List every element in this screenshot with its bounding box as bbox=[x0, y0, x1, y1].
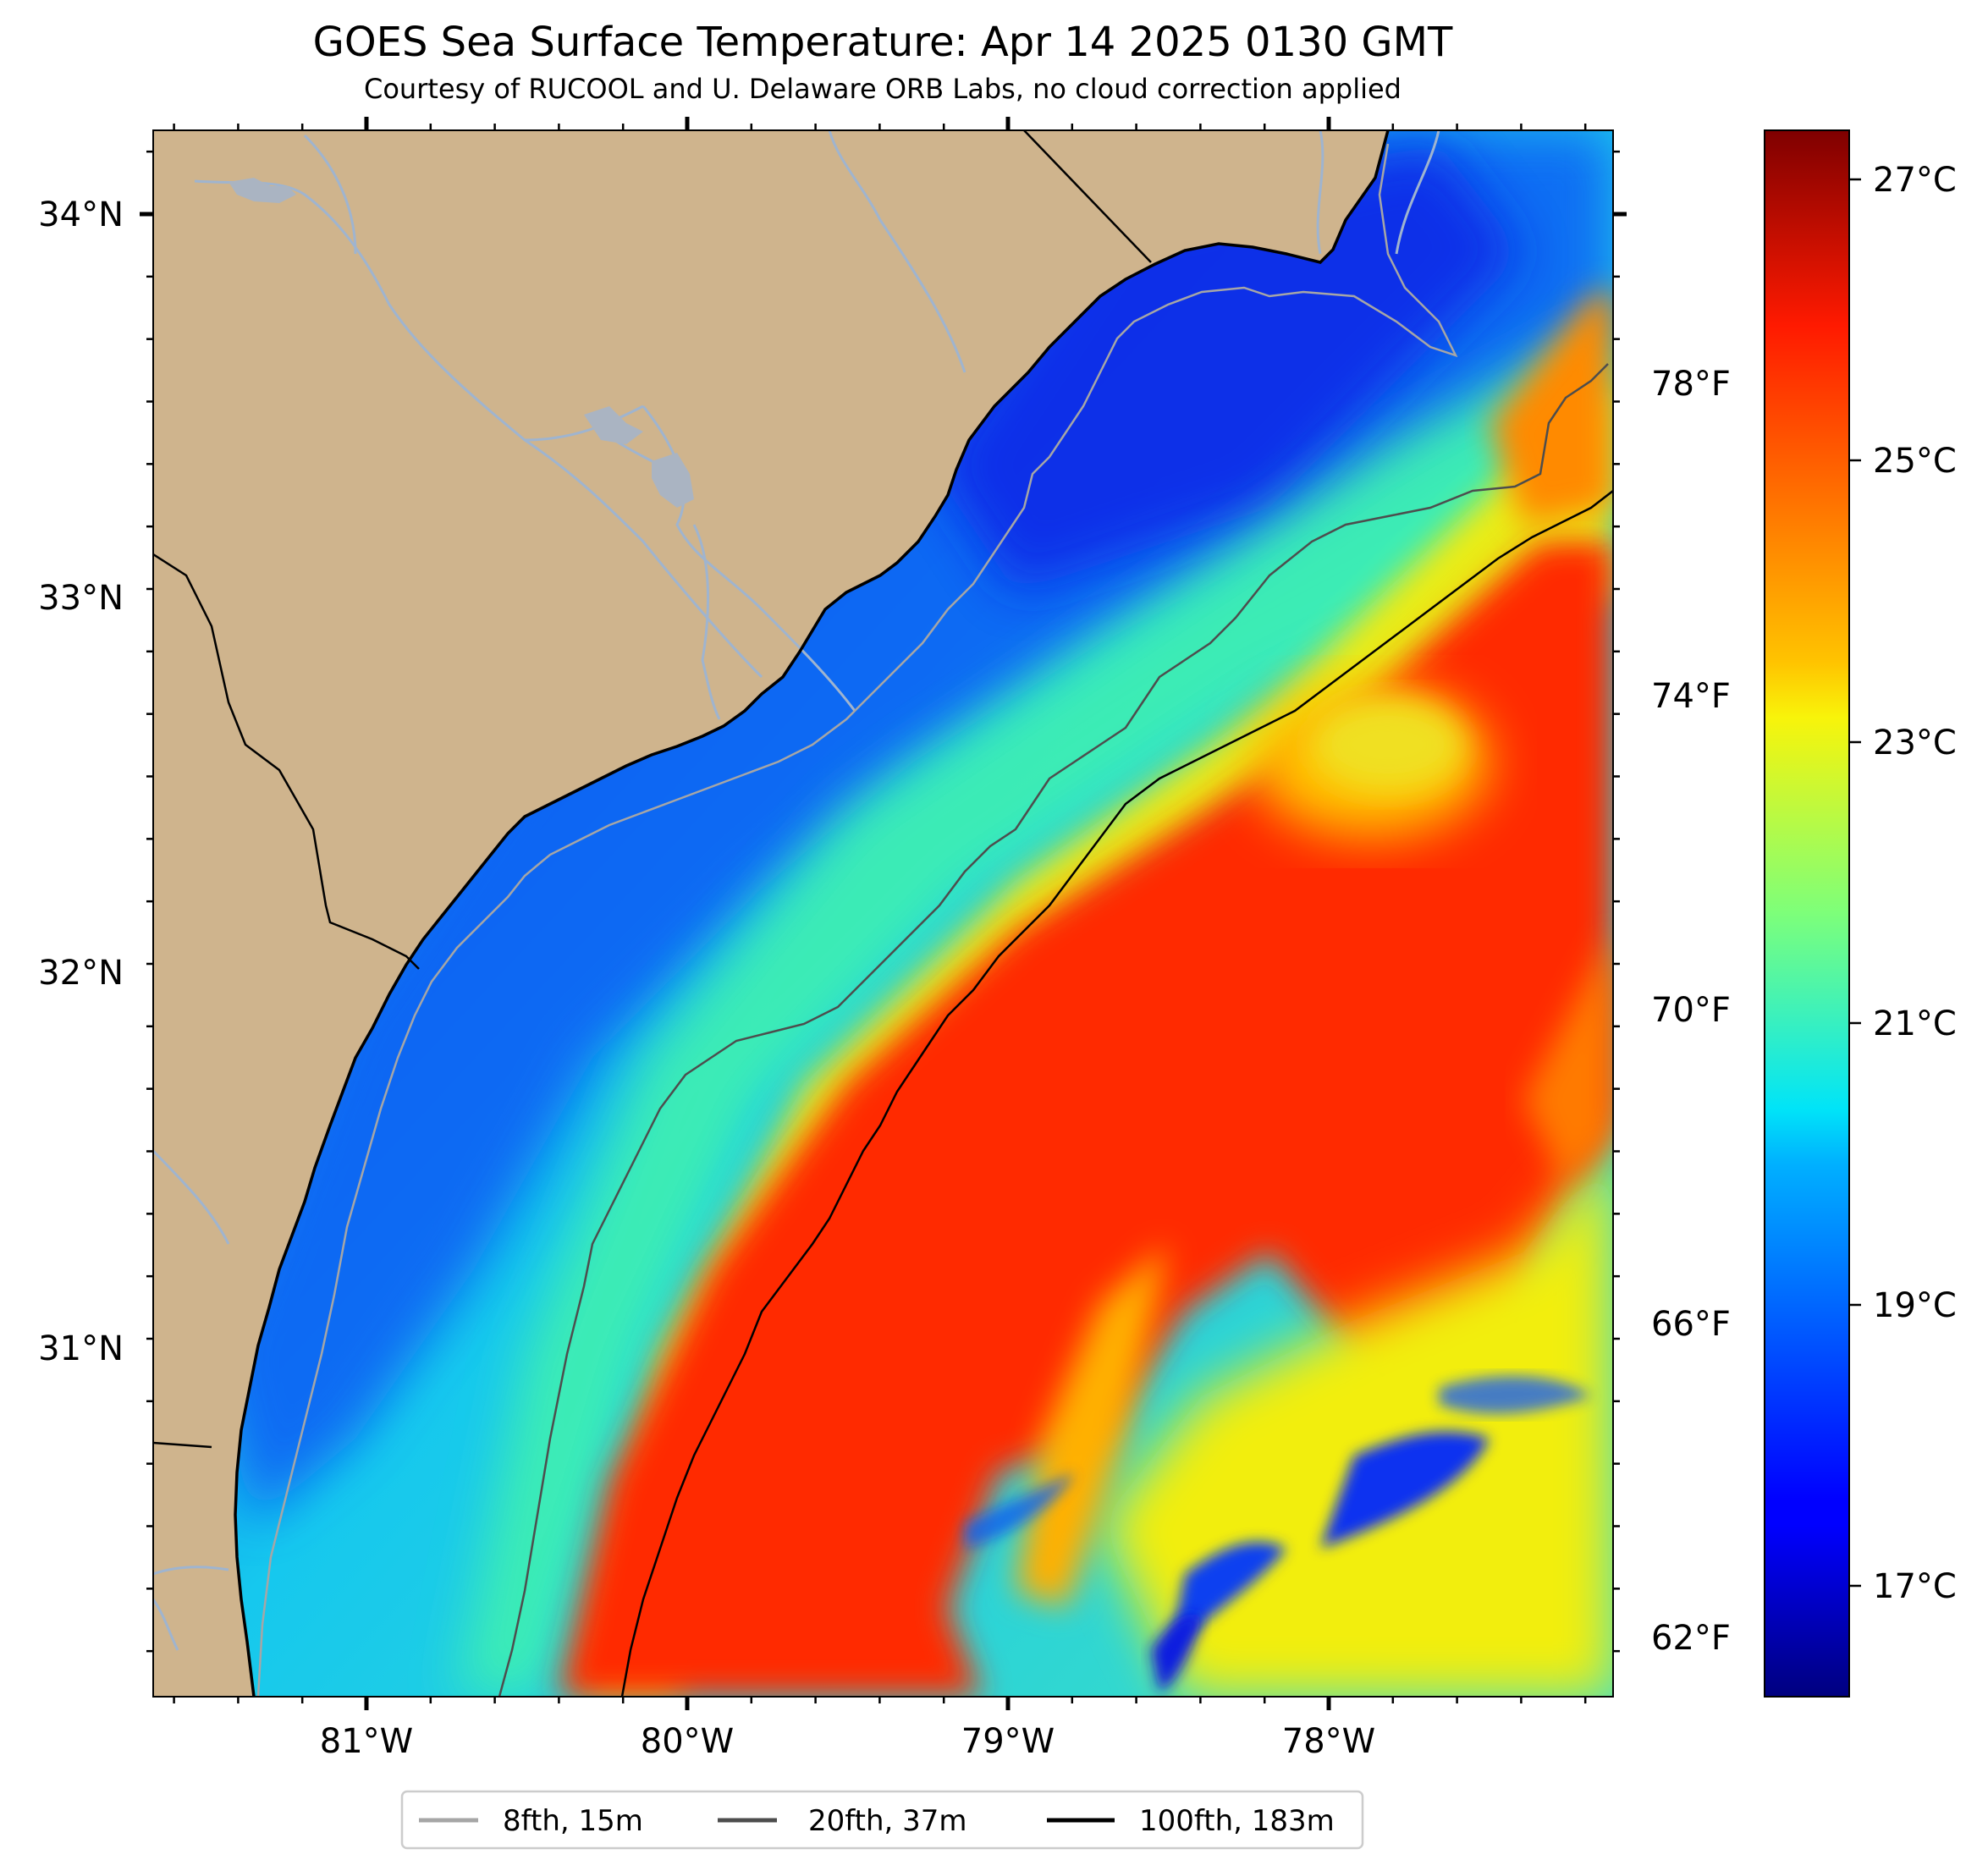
colorbar-gradient bbox=[1764, 129, 1850, 1698]
legend-box bbox=[400, 1790, 1364, 1850]
map-panel[interactable] bbox=[153, 130, 1613, 1697]
figure-subtitle: Courtesy of RUCOOL and U. Delaware ORB L… bbox=[364, 73, 1402, 105]
legend-label-100fth: 100fth, 183m bbox=[1139, 1804, 1335, 1838]
lon-label-78w: 78°W bbox=[1282, 1722, 1375, 1761]
celsius-labels: 27°C 25°C 23°C 21°C 19°C 17°C bbox=[1873, 161, 1957, 1606]
coastline bbox=[234, 130, 1390, 1697]
colorbar: 27°C 25°C 23°C 21°C 19°C 17°C bbox=[1764, 129, 1957, 1698]
celsius-label-21: 21°C bbox=[1873, 1004, 1957, 1043]
longitude-labels: 81°W 80°W 79°W 78°W bbox=[320, 1722, 1375, 1761]
celsius-label-25: 25°C bbox=[1873, 442, 1957, 481]
legend: 8fth, 15m 20fth, 37m 100fth, 183m bbox=[400, 1790, 1364, 1850]
lat-label-31n: 31°N bbox=[38, 1329, 124, 1368]
legend-label-20fth: 20fth, 37m bbox=[808, 1804, 967, 1838]
celsius-label-17: 17°C bbox=[1873, 1567, 1957, 1606]
map-frame bbox=[152, 129, 1614, 1698]
figure-title: GOES Sea Surface Temperature: Apr 14 202… bbox=[313, 19, 1453, 66]
lat-label-32n: 32°N bbox=[38, 954, 124, 993]
bathymetry-contours bbox=[256, 143, 1613, 1697]
latitude-labels: 34°N 33°N 32°N 31°N bbox=[38, 195, 124, 1368]
lon-label-80w: 80°W bbox=[641, 1722, 734, 1761]
rivers bbox=[153, 130, 1440, 1651]
fahrenheit-label-74: 74°F bbox=[1651, 677, 1731, 716]
lat-label-34n: 34°N bbox=[38, 195, 124, 234]
legend-label-8fth: 8fth, 15m bbox=[503, 1804, 643, 1838]
lat-label-33n: 33°N bbox=[38, 579, 124, 618]
lon-label-81w: 81°W bbox=[320, 1722, 413, 1761]
lon-label-79w: 79°W bbox=[961, 1722, 1055, 1761]
contour-20fth bbox=[498, 363, 1609, 1697]
fahrenheit-label-66: 66°F bbox=[1651, 1305, 1731, 1344]
contour-8fth bbox=[256, 143, 1458, 1697]
fahrenheit-label-78: 78°F bbox=[1651, 365, 1731, 404]
celsius-label-27: 27°C bbox=[1873, 161, 1957, 200]
map-ticks bbox=[140, 117, 1627, 1710]
fahrenheit-label-62: 62°F bbox=[1651, 1619, 1731, 1658]
land-mass bbox=[153, 130, 1388, 1697]
celsius-label-23: 23°C bbox=[1873, 724, 1957, 762]
contour-100fth bbox=[620, 490, 1613, 1697]
colorbar-ticks bbox=[1849, 178, 1861, 1588]
lakes bbox=[229, 178, 694, 508]
fahrenheit-labels: 78°F 74°F 70°F 66°F 62°F bbox=[1651, 365, 1731, 1658]
celsius-label-19: 19°C bbox=[1873, 1286, 1957, 1325]
fahrenheit-label-70: 70°F bbox=[1651, 991, 1731, 1030]
state-borders bbox=[153, 130, 1152, 1449]
